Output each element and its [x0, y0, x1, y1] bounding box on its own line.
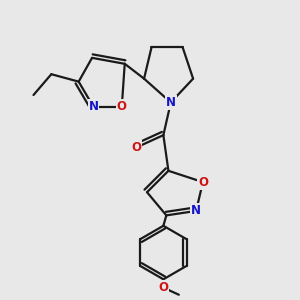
Text: O: O [131, 141, 141, 154]
Text: N: N [166, 96, 176, 109]
Text: O: O [117, 100, 127, 113]
Text: O: O [158, 281, 168, 294]
Text: N: N [88, 100, 98, 113]
Text: N: N [191, 204, 201, 218]
Text: O: O [198, 176, 208, 189]
